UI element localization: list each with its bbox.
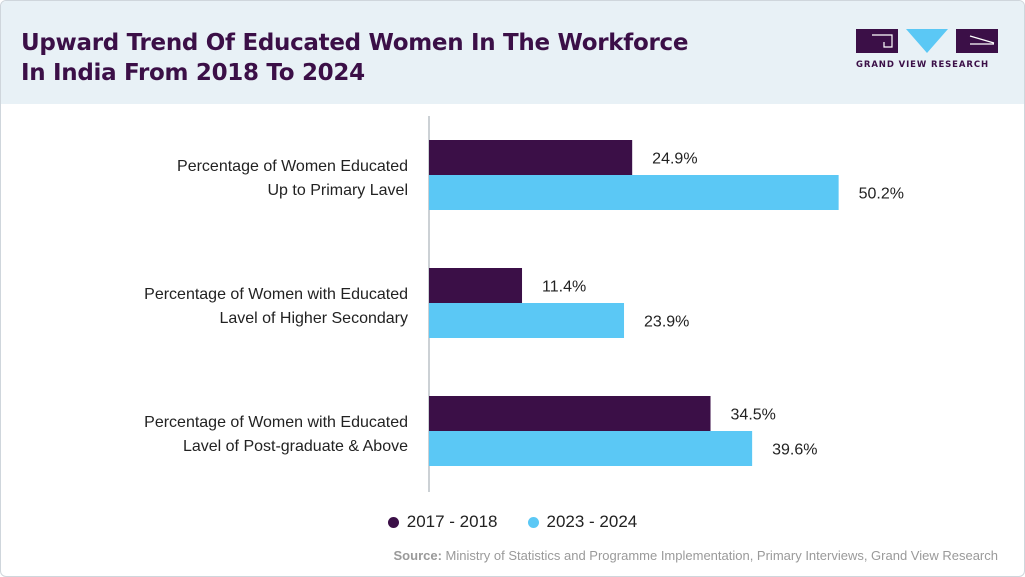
bar-2023-2024-1 [429,303,625,338]
logo-text: GRAND VIEW RESEARCH [856,60,989,70]
data-label: 50.2% [859,186,904,203]
legend-item-2017-2018[interactable]: 2017 - 2018 [387,510,498,534]
legend-label: 2017 - 2018 [406,512,498,531]
category-label: Percentage of Women with Educated Lavel o… [144,286,408,327]
data-label: 23.9% [644,314,689,331]
bar-2017-2018-1 [429,268,523,303]
legend-dot-icon [527,516,539,528]
bar-2023-2024-2 [429,431,753,466]
bar-2017-2018-0 [429,140,633,175]
category-label-line: Percentage of Women with Educated [144,286,408,303]
category-label-line: Percentage of Women with Educated [144,414,408,431]
category-label-line: Percentage of Women Educated [177,158,408,175]
data-label: 39.6% [772,442,817,459]
category-label-line: Lavel of Higher Secondary [219,310,408,327]
legend-item-2023-2024[interactable]: 2023 - 2024 [527,510,638,534]
legend-label: 2023 - 2024 [546,512,638,531]
bar-2023-2024-0 [429,175,839,210]
source-text: Ministry of Statistics and Programme Imp… [441,548,998,563]
bar-2017-2018-2 [429,396,711,431]
category-label: Percentage of Women Educated Up to Primar… [177,158,408,199]
data-label: 11.4% [542,279,586,296]
source-note: Source: Ministry of Statistics and Progr… [394,548,998,563]
chart-legend: 2017 - 2018 2023 - 2024 [1,510,1024,534]
source-label: Source: [393,548,442,563]
legend-dot-icon [387,516,399,528]
grand-view-research-logo-icon [856,29,998,53]
title-line-1: Upward Trend Of Educated Women In The Wo… [21,30,689,56]
header: Upward Trend Of Educated Women In The Wo… [1,1,1024,104]
title-line-2: In India From 2018 To 2024 [21,60,365,86]
page-title: Upward Trend Of Educated Women In The Wo… [21,28,821,88]
data-label: 34.5% [731,407,776,424]
category-label-line: Up to Primary Lavel [268,182,409,199]
category-label: Percentage of Women with Educated Lavel o… [144,414,408,455]
data-label: 24.9% [652,151,697,168]
bar-chart: Percentage of Women Educated Up to Primar… [144,116,904,492]
category-label-line: Lavel of Post-graduate & Above [183,438,408,455]
